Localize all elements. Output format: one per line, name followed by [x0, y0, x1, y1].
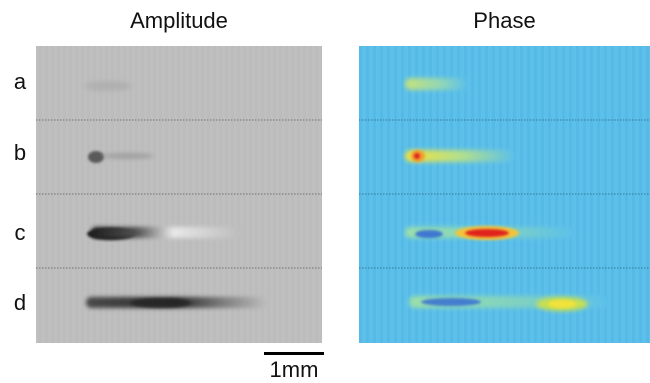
amplitude-title: Amplitude	[130, 8, 228, 33]
row-label-d: d	[13, 290, 27, 315]
phase-title: Phase	[473, 8, 536, 33]
amplitude-image	[36, 46, 322, 343]
amplitude-panel	[36, 46, 322, 343]
scale-bar-label: 1mm	[269, 357, 319, 382]
phase-image	[359, 46, 650, 343]
row-label-a: a	[13, 69, 27, 94]
scale-bar	[264, 352, 324, 355]
phase-panel	[359, 46, 650, 343]
row-label-c: c	[14, 220, 26, 245]
row-label-b: b	[13, 140, 27, 165]
